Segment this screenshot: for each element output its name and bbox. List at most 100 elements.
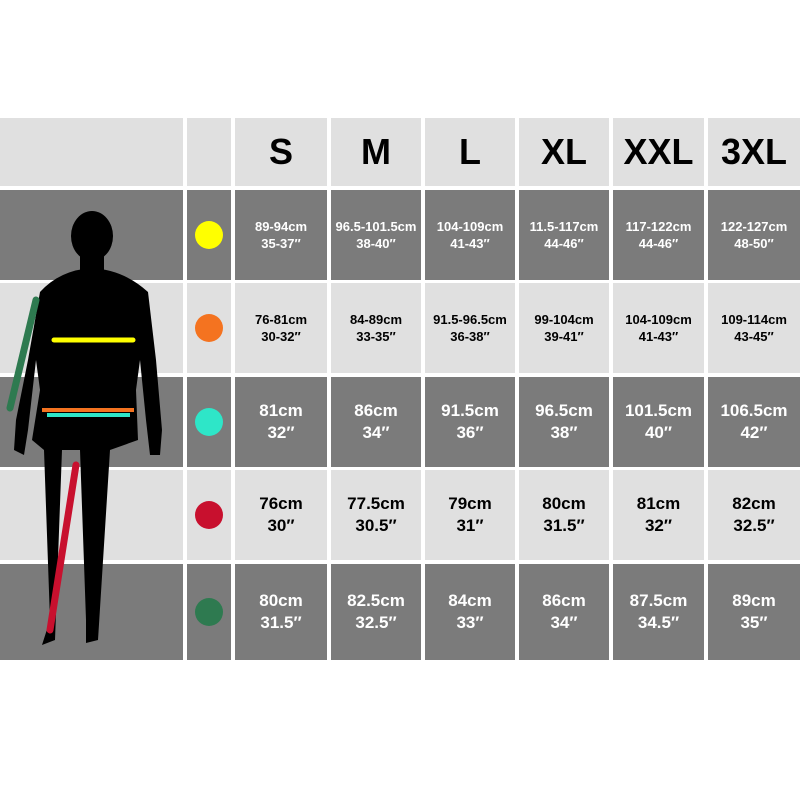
measurement-cell: 91.5-96.5cm 36-38″ [425, 283, 515, 373]
inches-value: 41-43″ [450, 236, 490, 251]
inches-value: 34.5″ [637, 613, 680, 632]
cm-value: 106.5cm [720, 401, 788, 420]
figure-background [0, 283, 183, 373]
measurement-cell: 76cm 30″ [235, 470, 327, 560]
cm-value: 86cm [542, 591, 586, 610]
figure-background [0, 190, 183, 280]
inside-leg-marker-icon [195, 501, 223, 529]
marker-cell [187, 190, 231, 280]
inches-value: 34″ [550, 613, 578, 632]
sleeve-marker-icon [195, 598, 223, 626]
inches-value: 48-50″ [734, 236, 774, 251]
size-header: S [235, 118, 327, 186]
marker-cell [187, 470, 231, 560]
measurement-cell: 86cm 34″ [331, 377, 421, 467]
cm-value: 84cm [448, 591, 492, 610]
cm-value: 109-114cm [721, 312, 787, 327]
cm-value: 77.5cm [347, 494, 405, 513]
measurement-cell: 91.5cm 36″ [425, 377, 515, 467]
measurement-cell: 117-122cm 44-46″ [613, 190, 704, 280]
cm-value: 101.5cm [624, 401, 693, 420]
inches-value: 31.5″ [260, 613, 302, 632]
inches-value: 38-40″ [356, 236, 396, 251]
size-header: XL [519, 118, 609, 186]
cm-value: 96.5cm [535, 401, 593, 420]
measurement-cell: 79cm 31″ [425, 470, 515, 560]
cm-value: 76cm [259, 494, 303, 513]
inches-value: 30.5″ [355, 516, 397, 535]
measurement-cell: 82cm 32.5″ [708, 470, 800, 560]
cm-value: 96.5-101.5cm [335, 219, 417, 234]
measurement-cell: 89cm 35″ [708, 564, 800, 660]
cm-value: 76-81cm [254, 312, 308, 327]
inches-value: 44-46″ [638, 236, 679, 251]
inches-value: 34″ [362, 423, 390, 442]
inches-value: 40″ [644, 423, 673, 442]
cm-value: 99-104cm [534, 312, 594, 327]
header-blank [0, 118, 183, 186]
cm-value: 89cm [732, 591, 776, 610]
measurement-cell: 104-109cm 41-43″ [425, 190, 515, 280]
inches-value: 41-43″ [638, 329, 679, 344]
measurement-cell: 81cm 32″ [613, 470, 704, 560]
measurement-cell: 11.5-117cm 44-46″ [519, 190, 609, 280]
measurement-cell: 80cm 31.5″ [519, 470, 609, 560]
chest-marker-icon [195, 221, 223, 249]
measurement-cell: 104-109cm 41-43″ [613, 283, 704, 373]
inches-value: 39-41″ [544, 329, 584, 344]
inches-value: 38″ [550, 423, 578, 442]
inches-value: 32″ [644, 516, 673, 535]
inches-value: 33″ [456, 613, 484, 632]
inches-value: 31.5″ [543, 516, 585, 535]
inches-value: 43-45″ [734, 329, 774, 344]
cm-value: 117-122cm [625, 219, 692, 234]
cm-value: 11.5-117cm [529, 219, 599, 234]
measurement-cell: 109-114cm 43-45″ [708, 283, 800, 373]
measurement-cell: 99-104cm 39-41″ [519, 283, 609, 373]
cm-value: 81cm [259, 401, 303, 420]
measurement-cell: 96.5-101.5cm 38-40″ [331, 190, 421, 280]
measurement-cell: 122-127cm 48-50″ [708, 190, 800, 280]
hips-marker-icon [195, 408, 223, 436]
header-icon-blank [187, 118, 231, 186]
measurement-cell: 84cm 33″ [425, 564, 515, 660]
inches-value: 36-38″ [450, 329, 490, 344]
figure-background [0, 377, 183, 467]
inches-value: 32.5″ [733, 516, 775, 535]
measurement-cell: 87.5cm 34.5″ [613, 564, 704, 660]
cm-value: 89-94cm [254, 219, 308, 234]
cm-value: 84-89cm [349, 312, 403, 327]
cm-value: 82.5cm [347, 591, 405, 610]
measurement-cell: 76-81cm 30-32″ [235, 283, 327, 373]
size-header: XXL [613, 118, 704, 186]
cm-value: 79cm [448, 494, 492, 513]
measurement-cell: 77.5cm 30.5″ [331, 470, 421, 560]
cm-value: 80cm [259, 591, 303, 610]
marker-cell [187, 377, 231, 467]
inches-value: 30-32″ [261, 329, 301, 344]
measurement-cell: 106.5cm 42″ [708, 377, 800, 467]
measurement-cell: 96.5cm 38″ [519, 377, 609, 467]
measurement-cell: 81cm 32″ [235, 377, 327, 467]
cm-value: 86cm [354, 401, 398, 420]
figure-background [0, 470, 183, 560]
inches-value: 42″ [740, 423, 768, 442]
cm-value: 80cm [542, 494, 586, 513]
cm-value: 104-109cm [436, 219, 504, 234]
measurement-cell: 89-94cm 35-37″ [235, 190, 327, 280]
inches-value: 36″ [456, 423, 484, 442]
measurement-cell: 80cm 31.5″ [235, 564, 327, 660]
inches-value: 35-37″ [261, 236, 301, 251]
cm-value: 81cm [636, 494, 681, 513]
cm-value: 122-127cm [720, 219, 788, 234]
measurement-cell: 101.5cm 40″ [613, 377, 704, 467]
marker-cell [187, 564, 231, 660]
size-header: M [331, 118, 421, 186]
inches-value: 35″ [740, 613, 768, 632]
cm-value: 82cm [732, 494, 776, 513]
measurement-cell: 82.5cm 32.5″ [331, 564, 421, 660]
cm-value: 91.5-96.5cm [433, 312, 507, 327]
waist-marker-icon [195, 314, 223, 342]
inches-value: 30″ [267, 516, 295, 535]
size-header: 3XL [708, 118, 800, 186]
